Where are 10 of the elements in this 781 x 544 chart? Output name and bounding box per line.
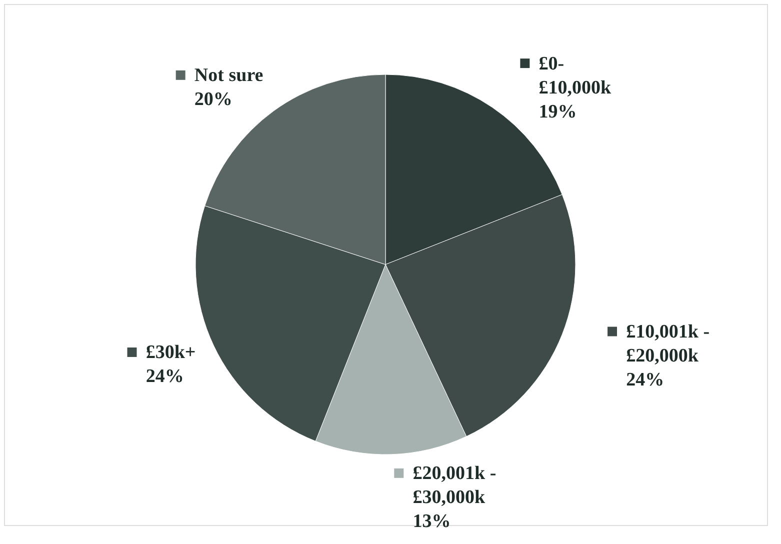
legend-label: £0- £10,000k xyxy=(538,53,612,98)
data-label: 20% xyxy=(194,89,232,110)
data-label: 13% xyxy=(412,511,451,532)
legend-label: Not sure xyxy=(194,65,264,86)
data-label: 19% xyxy=(538,101,577,122)
legend-label: £10,001k - £20,000k xyxy=(626,321,710,366)
legend-label: £20,001k - £30,000k xyxy=(412,463,496,508)
data-label: 24% xyxy=(626,369,664,390)
data-label: 24% xyxy=(146,366,184,388)
legend-label: £30k+ xyxy=(146,342,196,364)
